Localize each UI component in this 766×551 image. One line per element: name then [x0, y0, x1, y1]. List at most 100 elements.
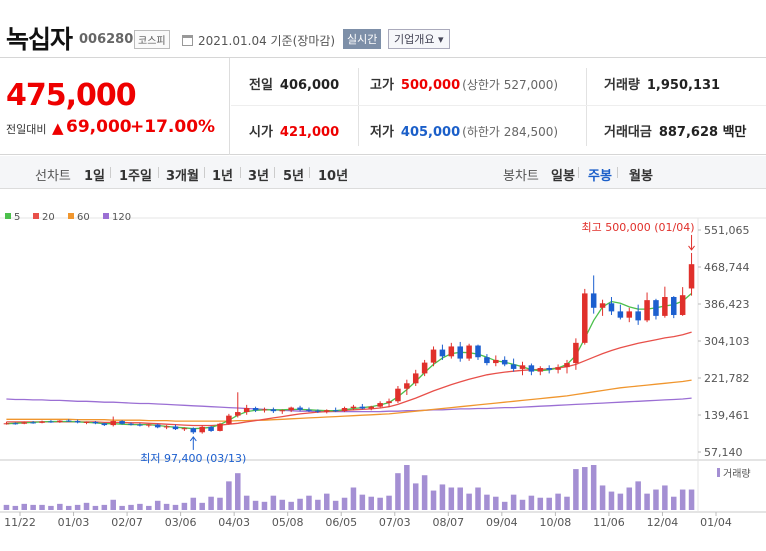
- x-tick-label: 06/05: [325, 516, 357, 529]
- candle-body: [599, 303, 606, 308]
- candle-body: [501, 359, 508, 365]
- volume-bar: [92, 505, 99, 510]
- candle-body: [626, 311, 633, 318]
- candle-chart-label: 봉차트: [503, 169, 539, 184]
- period-monthly[interactable]: 월봉: [629, 169, 653, 184]
- current-price: 475,000: [6, 78, 137, 113]
- candle-body: [92, 421, 99, 424]
- candle-body: [297, 407, 303, 410]
- candle-body: [537, 368, 544, 372]
- period-1y[interactable]: 1년: [212, 169, 234, 184]
- y-tick-label: 304,103: [704, 335, 750, 348]
- volume-stat: 거래량 1,950,131: [604, 74, 720, 93]
- x-tick-label: 12/04: [647, 516, 679, 529]
- change-value: 69,000: [66, 117, 132, 137]
- volume-bar: [154, 500, 161, 510]
- legend-label-20: 20: [42, 212, 55, 223]
- volume-bar: [30, 504, 36, 510]
- y-tick-label: 468,744: [704, 261, 750, 274]
- ma5-line: [6, 292, 693, 430]
- line-chart-label: 선차트: [35, 169, 71, 184]
- candle-body: [137, 424, 143, 426]
- volume-bar: [137, 503, 143, 510]
- lower-limit: (하한가 284,500): [462, 125, 559, 139]
- volume-bar: [110, 499, 116, 510]
- legend-swatch-120: [103, 213, 109, 219]
- low-arrowhead: [189, 436, 197, 442]
- period-10y[interactable]: 10년: [318, 169, 349, 184]
- volume-bar: [679, 489, 686, 510]
- volume-bar: [12, 505, 19, 510]
- ma120-line: [6, 397, 692, 413]
- x-tick-label: 10/08: [540, 516, 572, 529]
- volume-bar: [119, 505, 125, 510]
- volume-bar: [662, 485, 668, 510]
- candle-body: [323, 410, 330, 412]
- period-3y[interactable]: 3년: [248, 169, 270, 184]
- volume-bar: [359, 494, 366, 510]
- volume-bar: [172, 504, 179, 510]
- volume-legend-swatch: [717, 468, 720, 477]
- x-tick-label: 08/07: [432, 516, 464, 529]
- current-price-box: 475,000 전일대비 ▲ 69,000 +17.00%: [0, 58, 230, 155]
- candle-body: [457, 346, 463, 359]
- period-3m[interactable]: 3개월: [166, 169, 199, 184]
- candle-body: [412, 373, 419, 384]
- candle-body: [475, 345, 481, 358]
- candle-body: [368, 406, 375, 409]
- volume-bar: [181, 502, 188, 510]
- legend-label-5: 5: [14, 212, 20, 223]
- volume-bar: [412, 483, 419, 510]
- volume-bar: [252, 500, 259, 510]
- y-tick-label: 386,423: [704, 298, 750, 311]
- volume-bar: [404, 465, 410, 510]
- divider: [617, 167, 618, 178]
- volume-value: 1,950,131: [646, 78, 721, 93]
- volume-bar: [217, 497, 223, 510]
- volume-bar: [39, 504, 45, 510]
- period-daily[interactable]: 일봉: [551, 169, 575, 184]
- volume-bar: [83, 502, 90, 510]
- volume-bar: [484, 494, 490, 510]
- low-value: 405,000: [400, 125, 461, 140]
- open-label: 시가: [249, 125, 273, 140]
- candle-body: [617, 311, 624, 318]
- divider: [578, 167, 579, 178]
- divider: [240, 167, 241, 178]
- period-weekly[interactable]: 주봉: [588, 169, 612, 184]
- volume-bar: [101, 504, 108, 510]
- candle-body: [670, 296, 677, 315]
- candle-body: [48, 421, 54, 423]
- volume-bar: [510, 494, 517, 510]
- period-5y[interactable]: 5년: [283, 169, 305, 184]
- candle-body: [154, 424, 161, 428]
- realtime-button[interactable]: 실시간: [343, 29, 382, 49]
- chart-canvas: 5 20 60 120 551,065 468,744 386,423 304,103 221,…: [0, 212, 766, 529]
- amount-value: 887,628 백만: [658, 125, 747, 140]
- volume-bar: [21, 503, 28, 510]
- legend-swatch-20: [33, 213, 39, 219]
- calendar-icon: [182, 35, 193, 46]
- low-label: 저가: [370, 125, 394, 140]
- candle-body: [163, 426, 170, 428]
- candle-body: [439, 349, 446, 357]
- volume-bar: [466, 493, 472, 510]
- stock-header: 녹십자 006280 코스피 2021.01.04 기준(장마감) 실시간 기업…: [0, 0, 766, 58]
- candle-body: [181, 428, 188, 430]
- volume-bar: [332, 500, 339, 510]
- company-info-dropdown[interactable]: 기업개요 ▾: [388, 29, 450, 49]
- period-1w[interactable]: 1주일: [119, 169, 152, 184]
- volume-bar: [243, 495, 250, 510]
- y-tick-label: 139,461: [704, 409, 750, 422]
- prev-close-value: 406,000: [279, 78, 340, 93]
- high-arrowhead: [688, 245, 695, 251]
- period-1d[interactable]: 1일: [84, 169, 106, 184]
- candle-body: [395, 388, 401, 402]
- volume-bar: [323, 493, 330, 510]
- volume-bar: [163, 503, 170, 510]
- candle-body: [226, 415, 232, 424]
- divider: [110, 167, 111, 178]
- candle-body: [315, 410, 321, 412]
- price-chart[interactable]: 5 20 60 120 551,065 468,744 386,423 304,103 221,…: [0, 190, 766, 551]
- candle-body: [662, 296, 668, 316]
